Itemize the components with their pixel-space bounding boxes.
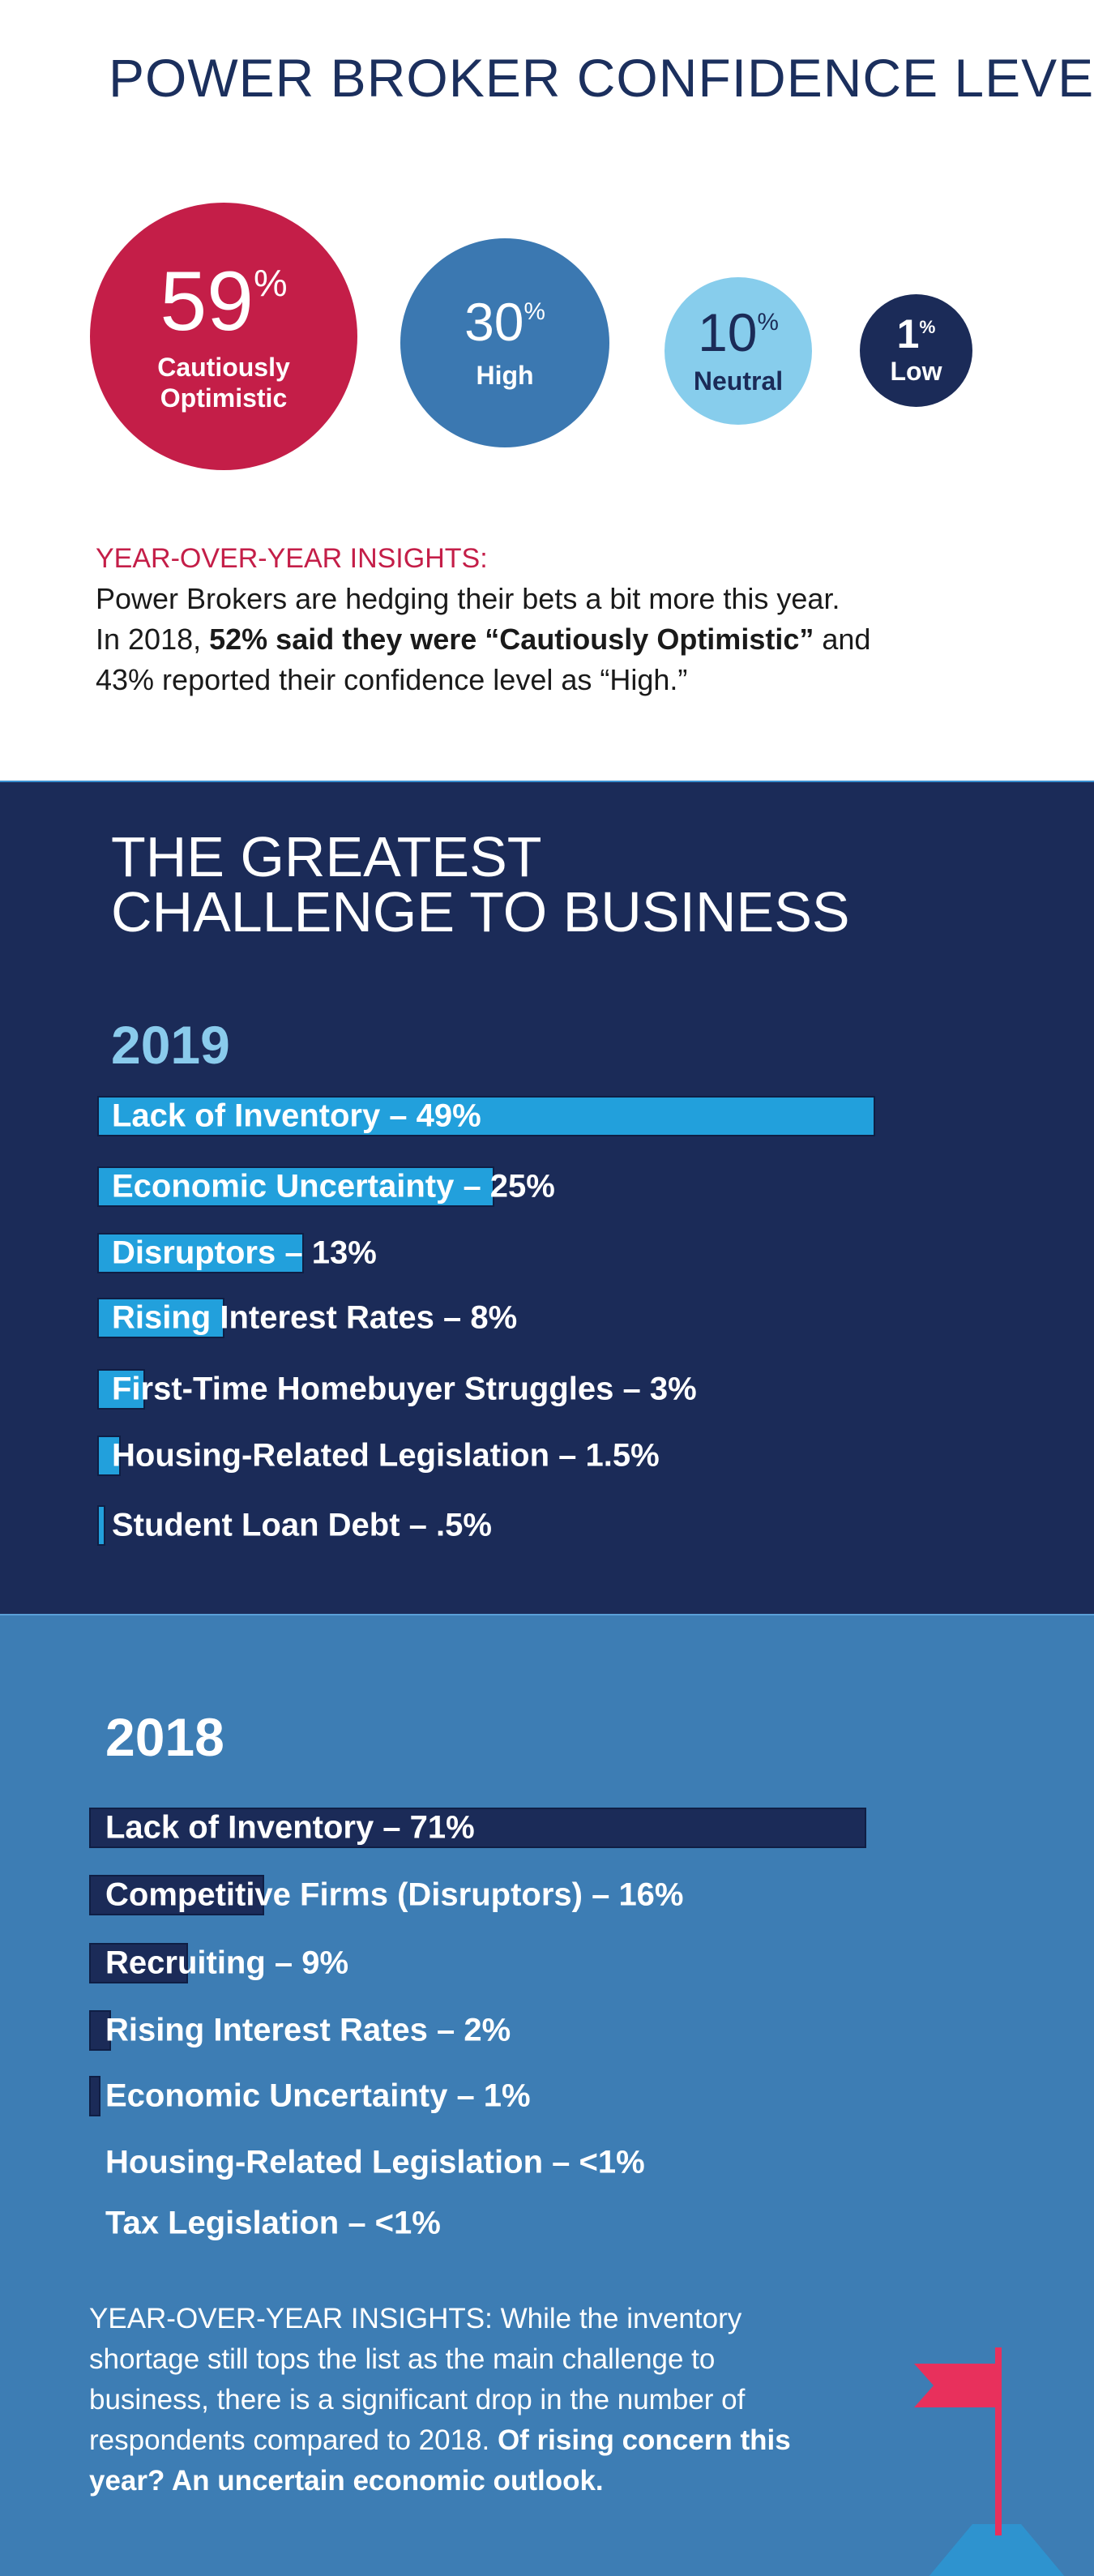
page-title: POWER BROKER CONFIDENCE LEVEL — [109, 48, 1094, 108]
bar-row: Rising Interest Rates – 2% — [89, 2010, 900, 2051]
bar — [97, 1166, 494, 1207]
bar — [89, 1875, 264, 1915]
bar-label: Recruiting – 9% — [105, 1945, 349, 1981]
bar-row: Lack of Inventory – 49% — [97, 1096, 908, 1136]
bar-row: Economic Uncertainty – 25% — [97, 1166, 908, 1207]
bar-label: Student Loan Debt – .5% — [112, 1507, 492, 1543]
bubble-value: 59% — [160, 254, 288, 349]
bubble-value: 30% — [464, 291, 545, 352]
bar — [97, 1096, 875, 1136]
bar-row: Economic Uncertainty – 1% — [89, 2076, 900, 2116]
confidence-section: POWER BROKER CONFIDENCE LEVEL 59% Cautio… — [0, 0, 1094, 781]
insights-heading: YEAR-OVER-YEAR INSIGHTS: — [96, 543, 488, 574]
bubble-label: Cautiously Optimistic — [157, 352, 290, 413]
bar-label: Housing-Related Legislation – 1.5% — [112, 1437, 660, 1474]
bubble-cautiously-optimistic: 59% Cautiously Optimistic — [90, 203, 357, 470]
bar-label: Disruptors – 13% — [112, 1235, 377, 1271]
bar-row: Rising Interest Rates – 8% — [97, 1298, 908, 1338]
bubble-label: High — [476, 360, 534, 390]
bubble-value: 1% — [896, 311, 936, 357]
year-2019-heading: 2019 — [111, 1015, 230, 1075]
bar-label: First-Time Homebuyer Struggles – 3% — [112, 1371, 697, 1407]
bar-label: Economic Uncertainty – 1% — [105, 2077, 531, 2114]
bar — [89, 2010, 111, 2051]
bubble-low: 1% Low — [860, 294, 972, 407]
challenges-2019-section: THE GREATEST CHALLENGE TO BUSINESS 2019 … — [0, 781, 1094, 1615]
insights-body: Power Brokers are hedging their bets a b… — [96, 579, 906, 700]
bar-row: Housing-Related Legislation – <1% — [89, 2142, 900, 2183]
insights-line: Power Brokers are hedging their bets a b… — [96, 582, 840, 615]
bar — [97, 1233, 304, 1273]
bar-label: Lack of Inventory – 71% — [105, 1809, 475, 1846]
bubble-value: 10% — [698, 302, 779, 362]
bar-row: Recruiting – 9% — [89, 1943, 900, 1983]
bar-label: Economic Uncertainty – 25% — [112, 1168, 555, 1205]
bar-label: Competitive Firms (Disruptors) – 16% — [105, 1876, 684, 1913]
challenges-2018-section: 2018 Lack of Inventory – 71% Competitive … — [0, 1615, 1094, 2576]
bar-row: Competitive Firms (Disruptors) – 16% — [89, 1875, 900, 1915]
bubble-label: Low — [890, 357, 942, 387]
chart-2018: Lack of Inventory – 71% Competitive Firms… — [0, 1615, 1094, 2576]
bar — [89, 1808, 866, 1848]
bar — [97, 1298, 224, 1338]
bar — [97, 1369, 145, 1410]
bar-row: First-Time Homebuyer Struggles – 3% — [97, 1369, 908, 1410]
bar — [89, 2076, 100, 2116]
bar-label: Lack of Inventory – 49% — [112, 1098, 481, 1134]
bar-label: Rising Interest Rates – 8% — [112, 1299, 518, 1336]
bar — [97, 1505, 105, 1546]
insights-line: In 2018, 52% said they were “Cautiously … — [96, 623, 871, 656]
insights-line: 43% reported their confidence level as “… — [96, 663, 688, 696]
insights-2018-text: YEAR-OVER-YEAR INSIGHTS: While the inven… — [89, 2303, 791, 2497]
flag-icon — [914, 2347, 1065, 2576]
bar-label: Housing-Related Legislation – <1% — [105, 2144, 645, 2180]
bar-row: Housing-Related Legislation – 1.5% — [97, 1436, 908, 1476]
year-2018-heading: 2018 — [105, 1707, 224, 1767]
bubble-label: Neutral — [693, 366, 784, 396]
bubble-neutral: 10% Neutral — [665, 277, 812, 425]
bar-row: Student Loan Debt – .5% — [97, 1505, 908, 1546]
bar-label: Rising Interest Rates – 2% — [105, 2012, 511, 2048]
chart-2019: Lack of Inventory – 49% Economic Uncertai… — [0, 782, 1094, 1614]
section-title: THE GREATEST CHALLENGE TO BUSINESS — [111, 825, 850, 944]
bar — [89, 1943, 188, 1983]
bar-label: Tax Legislation – <1% — [105, 2205, 441, 2241]
bubble-high: 30% High — [400, 238, 609, 447]
bar — [97, 1436, 121, 1476]
bar-row: Disruptors – 13% — [97, 1233, 908, 1273]
bar-row: Lack of Inventory – 71% — [89, 1808, 900, 1848]
bar-row: Tax Legislation – <1% — [89, 2203, 900, 2244]
